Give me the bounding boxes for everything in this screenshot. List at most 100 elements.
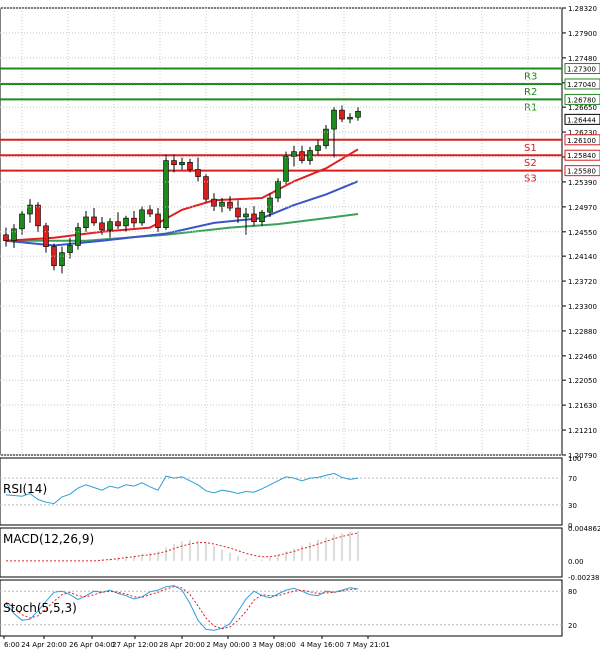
resistance-r1-label: R1 [524,102,537,113]
stoch-panel: 80 20 [0,579,577,637]
resistance-r1-tag-value: 1.26780 [567,96,596,104]
bear-candle [3,234,9,242]
bull-candle [267,197,273,213]
bull-candle [259,211,265,223]
bull-candle [323,128,329,147]
rsi-panel-frame [0,457,563,526]
time-tick-label: 3 May 08:00 [252,641,296,649]
time-tick-label: 7 May 21:01 [346,641,390,649]
support-s1-tag-box [564,134,600,146]
price-tick-label: 1.24550 [568,229,597,237]
price-tick-label: 1.23300 [568,303,597,311]
price-tick-label: 1.21630 [568,402,597,410]
bear-candle [203,176,209,200]
bear-candle [339,109,345,120]
ma-slow-line [6,213,359,242]
bear-candle [43,225,49,247]
price-tick-label: 1.22460 [568,353,597,361]
bear-candle [147,209,153,215]
bull-candle [355,110,361,118]
price-tick-label: 1.25390 [568,179,597,187]
rsi-tick-label: 100 [568,455,581,463]
bull-candle [59,252,65,266]
macd-panel-frame [0,527,563,578]
support-s3-tag-value: 1.25580 [567,168,596,176]
time-tick-label: 27 Apr 12:00 [112,641,158,649]
bull-candle [243,213,249,218]
bear-candle [99,222,105,231]
bear-candle [115,221,121,227]
price-tick-label: 1.27900 [568,30,597,38]
resistance-r2-tag-value: 1.27040 [567,81,596,89]
macd-tick-label: 0.004862 [568,525,600,533]
bull-candle [163,160,169,228]
price-tick-label: 1.20790 [568,452,597,460]
price-tick-label: 1.22050 [568,377,597,385]
bear-candle [171,160,177,166]
time-tick-label: 2 May 00:00 [206,641,250,649]
time-tick-label: 4 May 16:00 [300,641,344,649]
macd-signal-line [6,532,359,562]
bear-candle [211,198,217,207]
support-s3-tag-box [564,165,600,177]
price-tick-label: 1.21210 [568,427,597,435]
bull-candle [139,209,145,224]
price-tick-label: 1.22880 [568,328,597,336]
bear-candle [187,162,193,170]
support-s2-label: S2 [524,158,537,169]
bear-candle [299,151,305,161]
bear-candle [35,204,41,227]
bear-candle [91,216,97,224]
rsi-panel: 100 70 30 0 [0,455,581,530]
rsi-line [5,472,359,505]
time-tick-label: 26 Apr 04:00 [69,641,115,649]
bear-candle [227,201,233,209]
bear-candle [195,169,201,177]
bull-candle [107,221,113,231]
rsi-tick-label: 0 [568,522,572,530]
price-tick-label: 1.26230 [568,129,597,137]
bull-candle [307,150,313,161]
support-resistance-levels: R3 R2 R1 S1 S2 S3 [0,67,562,185]
bear-candle [131,217,137,224]
resistance-r3-tag-value: 1.27300 [567,66,596,74]
time-tick-label: 24 Apr 20:00 [21,641,67,649]
resistance-r3-label: R3 [524,72,537,83]
support-s3-label: S3 [524,174,537,185]
bull-candle [275,181,281,199]
bear-candle [251,213,257,223]
price-tick-label: 1.26650 [568,104,597,112]
resistance-r2-tag-box [564,78,600,90]
bull-candle [347,116,353,120]
bull-candle [67,245,73,253]
bull-candle [27,204,33,215]
bull-candle [11,228,17,242]
bull-candle [331,109,337,130]
bull-candle [83,216,89,228]
support-s1-label: S1 [524,143,537,154]
rsi-tick-label: 70 [568,475,577,483]
current-price-value: 1.26444 [567,116,596,124]
resistance-r1-tag-box [564,93,600,105]
rsi-tick-label: 30 [568,502,577,510]
price-tick-label: 1.24970 [568,204,597,212]
bull-candle [283,156,289,182]
time-tick-label: 6:00 [4,641,20,649]
price-tick-label: 1.24140 [568,253,597,261]
price-tick-label: 1.23720 [568,278,597,286]
bull-candle [315,145,321,151]
macd-label: MACD(12,26,9) [3,532,94,546]
resistance-r2-label: R2 [524,87,537,98]
bull-candle [291,151,297,157]
bull-candle [179,162,185,166]
resistance-r3-tag-box [564,63,600,75]
time-tick-label: 28 Apr 20:00 [159,641,205,649]
support-s2-tag-value: 1.25840 [567,152,596,160]
support-s2-tag-box [564,149,600,161]
bull-candle [123,217,129,227]
bull-candle [75,227,81,246]
rsi-label: RSI(14) [3,482,47,496]
macd-tick-label: 0.00 [568,558,584,566]
stoch-tick-label: 80 [568,588,577,596]
